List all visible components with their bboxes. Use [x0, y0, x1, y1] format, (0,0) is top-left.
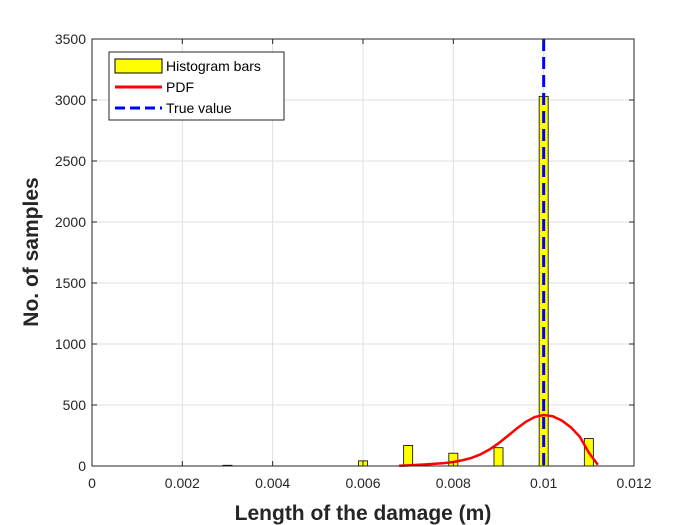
x-tick-label: 0.006: [345, 475, 380, 491]
y-tick-label: 500: [63, 397, 87, 413]
x-tick-label: 0.008: [436, 475, 471, 491]
legend-label-true-value: True value: [166, 100, 232, 116]
y-tick-label: 0: [78, 458, 86, 474]
y-axis-label: No. of samples: [20, 177, 43, 326]
pdf-curve-layer: [399, 413, 599, 468]
legend-swatch-histogram: [114, 58, 163, 74]
x-tick-label: 0.004: [255, 475, 290, 491]
y-ticks: 0 500 1000 1500 2000 2500 3000 3500: [55, 31, 634, 474]
y-tick-label: 2500: [55, 153, 86, 169]
histogram-bar: [403, 445, 414, 467]
x-tick-label: 0.012: [616, 475, 651, 491]
legend-label-pdf: PDF: [166, 79, 194, 95]
legend: Histogram bars PDF True value: [108, 51, 285, 121]
x-tick-label: 0.002: [165, 475, 200, 491]
x-tick-label: 0: [88, 475, 96, 491]
pdf-curve: [399, 413, 599, 468]
y-tick-label: 3000: [55, 92, 86, 108]
histogram-bar: [493, 447, 504, 467]
y-tick-label: 2000: [55, 214, 86, 230]
x-ticks: 0 0.002 0.004 0.006 0.008 0.01 0.012: [88, 39, 652, 491]
legend-label-histogram: Histogram bars: [166, 58, 261, 74]
y-tick-label: 1500: [55, 275, 86, 291]
x-axis-label: Length of the damage (m): [235, 502, 492, 525]
y-tick-label: 1000: [55, 336, 86, 352]
y-tick-label: 3500: [55, 31, 86, 47]
x-tick-label: 0.01: [530, 475, 557, 491]
